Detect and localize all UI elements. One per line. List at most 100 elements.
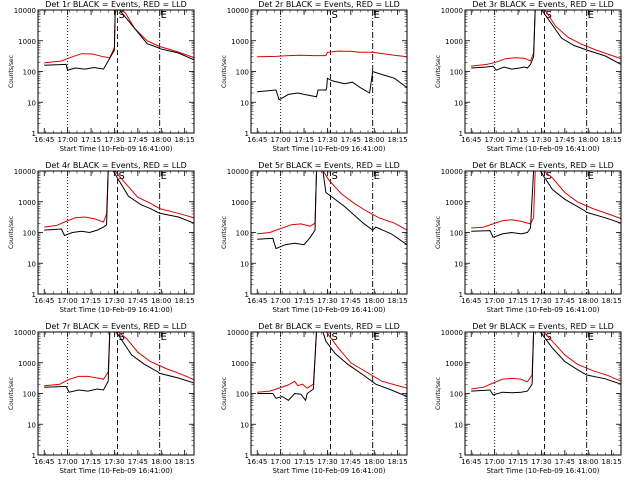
panel-title: Det 6r BLACK = Events, RED = LLD [472,161,614,170]
panel-frame [464,9,622,134]
x-tick-label: 17:00 [271,136,291,144]
y-tick-label: 100 [450,69,463,77]
x-tick-label: 18:15 [388,136,408,144]
series-line-events [257,70,407,101]
y-tick-label: 1000 [18,199,36,207]
x-tick-label: 17:15 [508,458,528,466]
x-tick-label: 17:30 [531,297,551,305]
y-tick-label: 1000 [445,199,463,207]
x-tick-label: 17:45 [341,136,361,144]
y-tick-label: 1000 [445,360,463,368]
x-tick-label: 16:45 [34,136,54,144]
marker-label: S [332,10,338,21]
x-tick-label: 17:15 [294,297,314,305]
x-tick-label: 17:45 [555,458,575,466]
x-tick-label: 18:00 [151,136,171,144]
marker-label: E [161,332,167,343]
x-tick-label: 17:15 [294,136,314,144]
detector-panel: Det 9r BLACK = Events, RED = LLD 1 10 100 10… [435,322,622,475]
detector-panel: Det 8r BLACK = Events, RED = LLD 1 10 100 10… [221,322,408,475]
series-line-events [44,332,194,393]
y-axis-label: Counts/sec [8,377,15,410]
y-tick-label: 1 [245,130,249,138]
marker-label: E [588,171,594,182]
panel-frame [464,170,622,295]
series-line-events [471,171,621,238]
x-axis-label: Start Time (10-Feb-09 16:41:00) [486,145,599,153]
marker-label: E [374,10,380,21]
y-tick-label: 10 [27,260,36,268]
x-tick-label: 16:45 [34,458,54,466]
y-axis-label: Counts/sec [8,216,15,249]
y-tick-label: 10 [240,260,249,268]
x-axis-label: Start Time (10-Feb-09 16:41:00) [486,306,599,314]
x-tick-label: 16:45 [34,297,54,305]
y-tick-label: 1 [32,452,36,460]
x-tick-label: 17:45 [555,136,575,144]
x-tick-label: 18:15 [175,297,195,305]
y-tick-label: 1000 [18,360,36,368]
y-tick-label: 1000 [18,38,36,46]
x-tick-label: 18:00 [578,136,598,144]
series-line-events [257,332,407,402]
panel-frame [250,9,408,134]
panel-frame [37,9,195,134]
x-tick-label: 16:45 [247,297,267,305]
y-tick-label: 1000 [231,199,249,207]
x-tick-label: 18:00 [364,458,384,466]
y-tick-label: 100 [236,69,249,77]
y-tick-label: 10 [454,99,463,107]
series-line-events [471,10,621,71]
x-tick-label: 16:45 [461,458,481,466]
panel-frame [37,331,195,456]
y-tick-label: 10 [454,260,463,268]
panel-title: Det 7r BLACK = Events, RED = LLD [45,322,187,331]
y-tick-label: 10 [454,421,463,429]
x-axis-label: Start Time (10-Feb-09 16:41:00) [59,467,172,475]
x-tick-label: 17:15 [81,136,101,144]
x-tick-label: 17:45 [128,458,148,466]
y-axis-label: Counts/sec [221,216,228,249]
x-tick-label: 17:30 [104,458,124,466]
panel-frame [250,331,408,456]
detector-panel: Det 6r BLACK = Events, RED = LLD 1 10 100 10… [435,161,622,314]
y-tick-label: 1 [459,130,463,138]
y-axis-label: Counts/sec [435,377,442,410]
y-tick-label: 10000 [441,7,463,15]
x-tick-label: 17:30 [317,297,337,305]
x-axis-label: Start Time (10-Feb-09 16:41:00) [272,467,385,475]
series-line-events [471,332,621,396]
x-tick-label: 16:45 [247,458,267,466]
y-tick-label: 10000 [441,168,463,176]
marker-label: S [119,332,125,343]
marker-label: S [546,171,552,182]
detector-panel: Det 2r BLACK = Events, RED = LLD 1 10 100 10… [221,0,408,153]
y-tick-label: 10 [27,99,36,107]
x-tick-label: 17:15 [81,458,101,466]
y-tick-label: 10000 [227,7,249,15]
panel-frame [250,170,408,295]
panel-title: Det 4r BLACK = Events, RED = LLD [45,161,187,170]
series-line-lld [257,171,407,235]
panel-title: Det 5r BLACK = Events, RED = LLD [258,161,400,170]
y-tick-label: 100 [236,230,249,238]
x-tick-label: 18:15 [175,458,195,466]
y-tick-label: 10000 [14,168,36,176]
panel-title: Det 2r BLACK = Events, RED = LLD [258,0,400,9]
panel-title: Det 8r BLACK = Events, RED = LLD [258,322,400,331]
x-tick-label: 17:15 [294,458,314,466]
y-tick-label: 10000 [441,329,463,337]
y-tick-label: 10 [27,421,36,429]
x-axis-label: Start Time (10-Feb-09 16:41:00) [272,306,385,314]
x-axis-label: Start Time (10-Feb-09 16:41:00) [59,306,172,314]
y-tick-label: 10 [240,421,249,429]
x-tick-label: 17:00 [58,297,78,305]
marker-label: S [332,171,338,182]
x-tick-label: 17:45 [128,297,148,305]
panel-frame [464,331,622,456]
y-tick-label: 100 [450,230,463,238]
x-axis-label: Start Time (10-Feb-09 16:41:00) [486,467,599,475]
y-axis-label: Counts/sec [435,55,442,88]
y-tick-label: 1000 [231,38,249,46]
